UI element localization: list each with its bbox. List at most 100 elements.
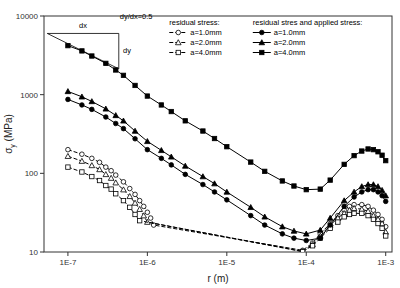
point	[114, 192, 118, 196]
point	[351, 189, 357, 194]
x-tick-label: 1E-5	[218, 258, 235, 267]
point	[328, 178, 332, 182]
x-tick	[226, 252, 227, 256]
legend-entry: a=4.0mm	[274, 48, 305, 57]
point	[212, 190, 217, 195]
point	[352, 153, 356, 157]
point	[383, 193, 389, 198]
point	[371, 187, 376, 192]
point	[212, 181, 218, 186]
point	[384, 158, 388, 162]
point	[80, 152, 85, 157]
legend-marker	[260, 50, 264, 54]
series	[66, 43, 388, 191]
x-tick	[67, 252, 68, 256]
legend: residual stres and applied stress:a=1.0m…	[253, 18, 363, 57]
point	[379, 187, 385, 192]
point	[65, 153, 71, 158]
point	[141, 204, 146, 209]
point	[300, 249, 304, 252]
point	[336, 220, 340, 224]
legend: residual stress:a=1.0mma=2.0mma=4.0mm	[169, 18, 221, 57]
point	[89, 163, 95, 168]
point	[90, 107, 95, 112]
legend-entry: a=1.0mm	[190, 28, 221, 37]
point	[97, 178, 101, 182]
point	[113, 113, 119, 118]
point	[318, 236, 323, 241]
chart: 1E-71E-61E-51E-41E-310100100010000r (m)σ…	[0, 0, 400, 288]
point	[103, 172, 109, 177]
point	[148, 216, 153, 221]
series-line	[68, 156, 386, 251]
point	[351, 205, 357, 210]
x-tick	[147, 252, 148, 256]
point	[159, 156, 164, 161]
y-axis-label: σy (MPa)	[3, 114, 17, 154]
point	[366, 187, 371, 192]
legend-marker	[176, 50, 180, 54]
point	[380, 226, 384, 230]
legend-entry: a=1.0mm	[274, 28, 305, 37]
point	[384, 234, 388, 238]
point	[137, 198, 142, 203]
y-tick	[40, 94, 44, 95]
point	[352, 195, 357, 200]
point	[263, 169, 267, 173]
point	[359, 190, 364, 195]
legend-title: residual stress:	[169, 18, 219, 27]
point	[113, 180, 119, 185]
point	[108, 175, 114, 180]
point	[109, 168, 114, 173]
point	[183, 172, 188, 177]
legend-marker	[259, 40, 265, 45]
point	[141, 213, 147, 218]
point	[66, 165, 70, 169]
point	[303, 231, 309, 236]
annotation: dy/dx=0.5	[120, 12, 153, 21]
point	[113, 121, 118, 126]
point	[89, 99, 95, 104]
point	[352, 211, 356, 215]
y-tick-label: 10	[29, 248, 38, 257]
point	[248, 213, 253, 218]
series-line	[68, 99, 386, 240]
series-line	[68, 91, 386, 233]
point	[318, 236, 322, 240]
annotation: dy	[123, 46, 131, 55]
point	[121, 118, 127, 123]
point	[169, 163, 174, 168]
legend-entry: a=2.0mm	[190, 38, 221, 47]
legend-marker	[176, 30, 181, 35]
point	[97, 160, 102, 165]
point	[300, 249, 306, 252]
point	[371, 147, 375, 151]
point	[113, 173, 118, 178]
legend-entry: a=4.0mm	[190, 48, 221, 57]
point	[371, 208, 376, 213]
point	[201, 129, 205, 133]
point	[145, 94, 149, 98]
point	[133, 212, 137, 216]
point	[182, 163, 188, 168]
series	[66, 147, 388, 252]
point	[328, 223, 333, 228]
point	[90, 156, 95, 161]
point	[121, 73, 125, 77]
point	[347, 212, 351, 216]
point	[280, 179, 284, 183]
point	[342, 162, 346, 166]
legend-marker	[260, 30, 265, 35]
point	[127, 194, 133, 199]
point	[249, 160, 253, 164]
point	[133, 136, 138, 141]
point	[304, 187, 308, 191]
point	[169, 109, 173, 113]
point	[121, 198, 125, 202]
point	[359, 184, 365, 189]
point	[103, 106, 109, 111]
x-tick-label: 1E-4	[298, 258, 315, 267]
point	[291, 228, 297, 233]
point	[66, 147, 71, 152]
series-line	[68, 150, 386, 251]
